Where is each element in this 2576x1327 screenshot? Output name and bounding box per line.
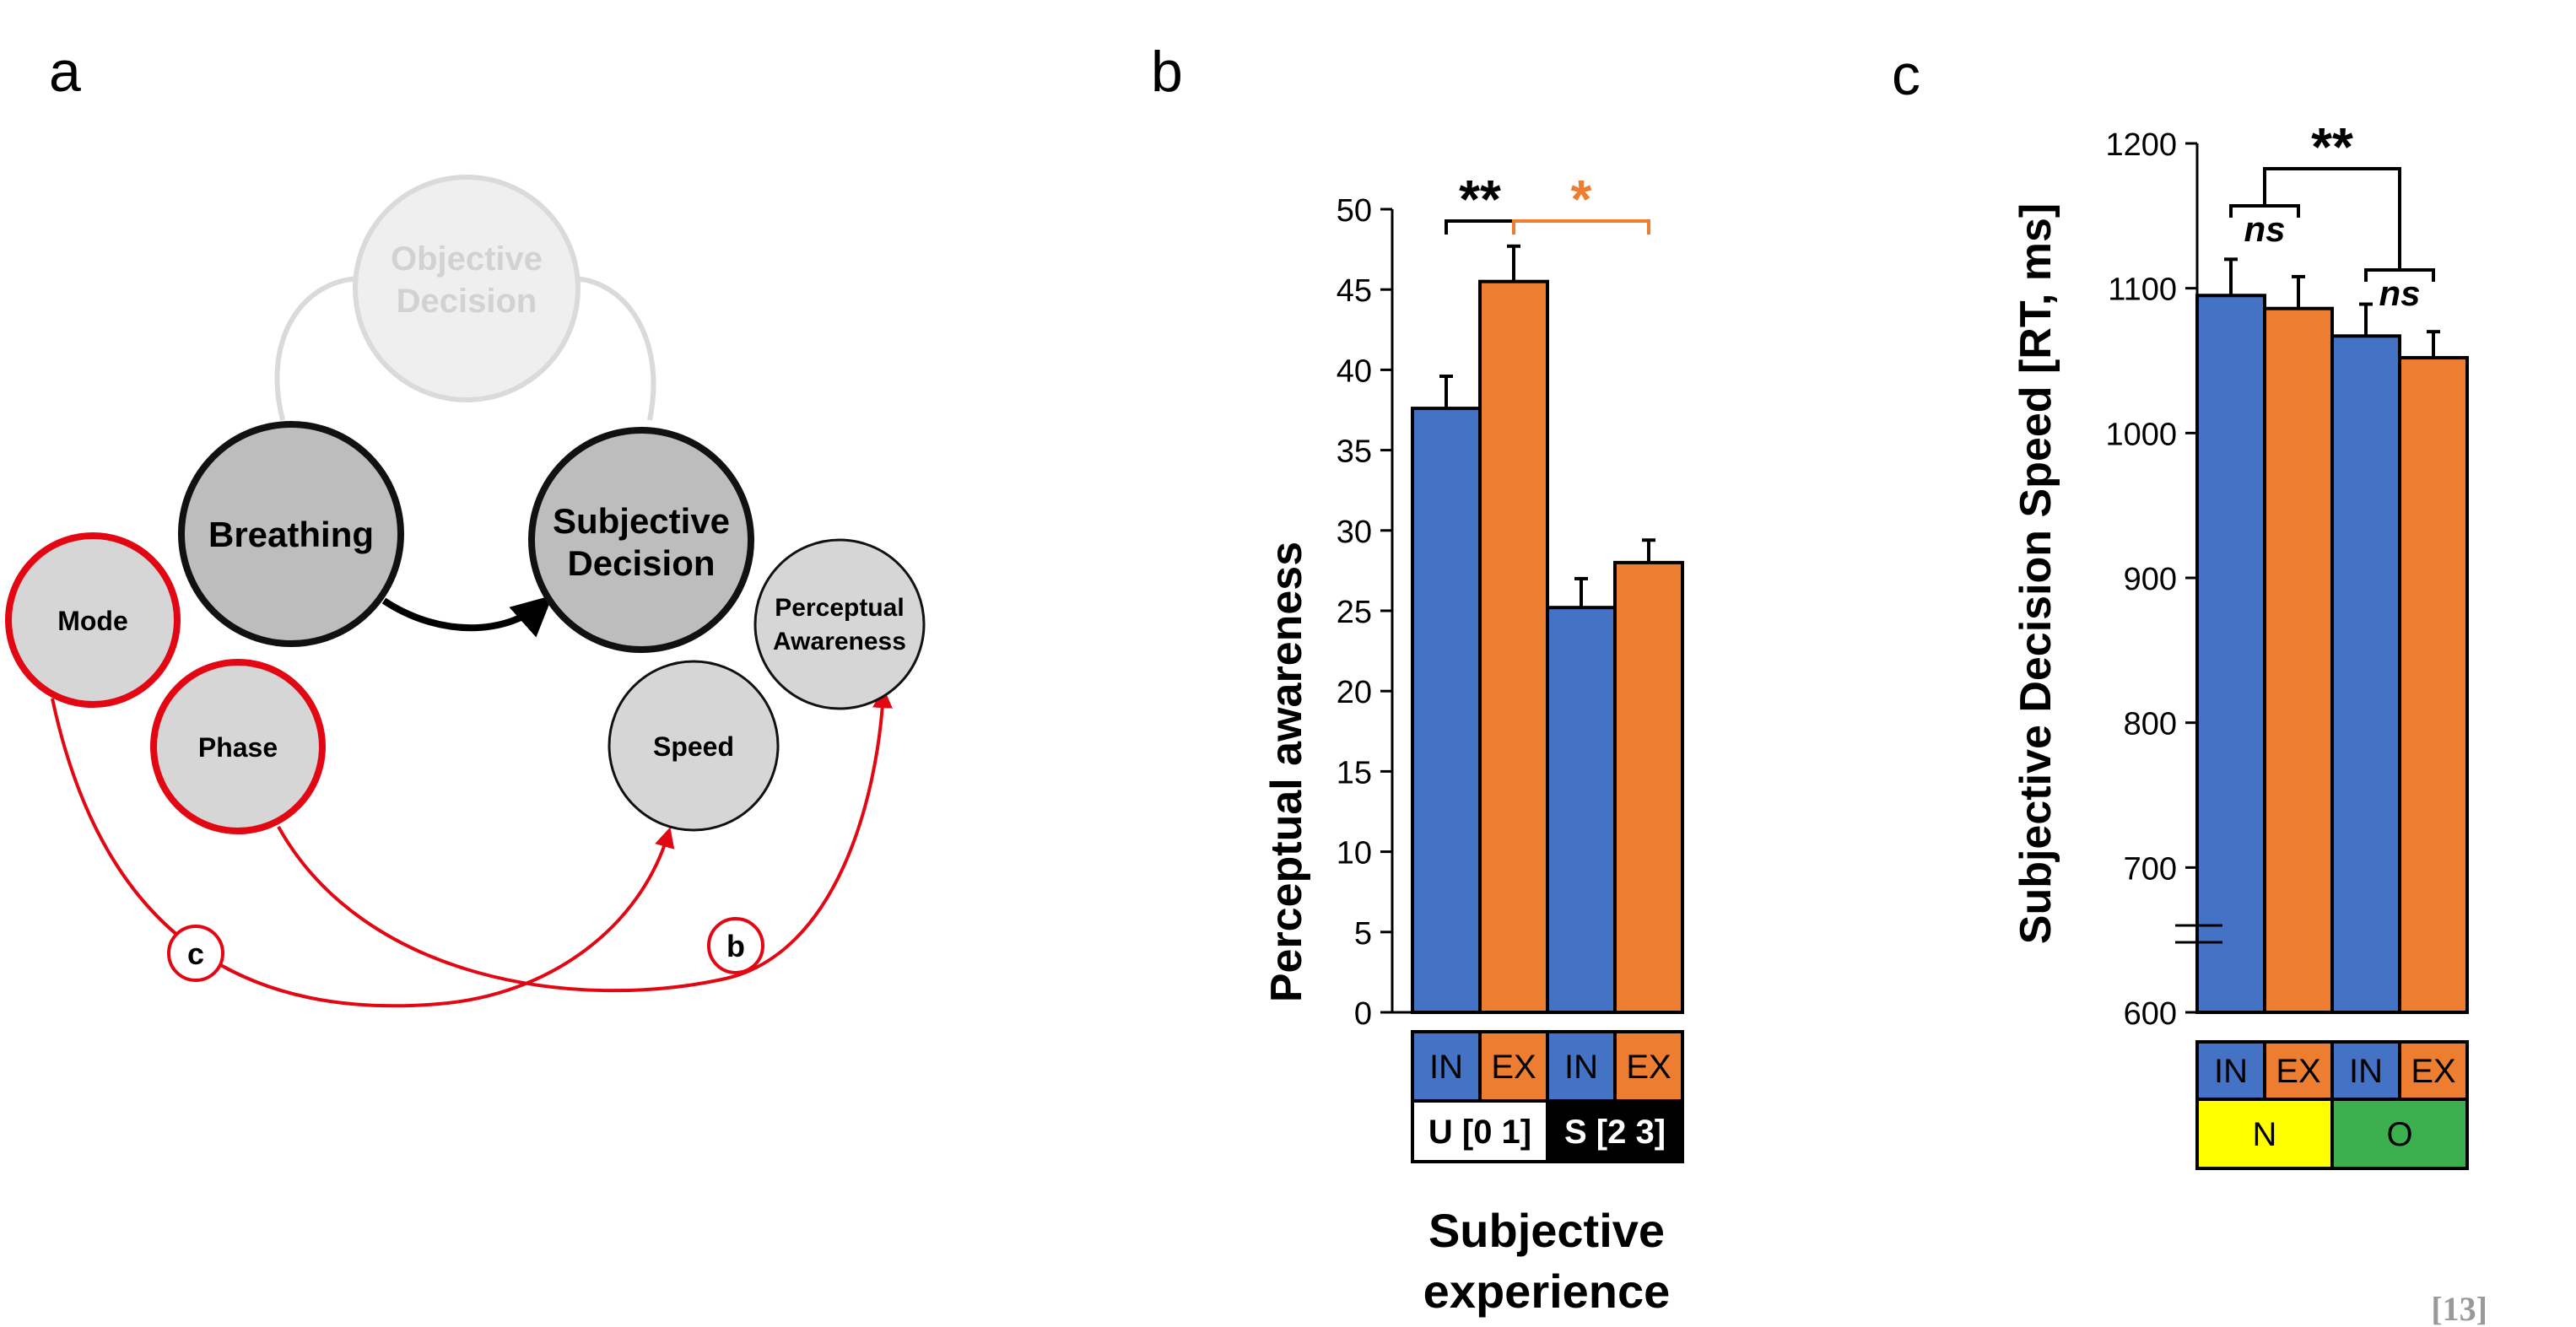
significance-bracket <box>1512 219 1650 235</box>
category-label: EX <box>1626 1049 1671 1086</box>
mode-node <box>5 532 181 708</box>
group-cell <box>2330 1098 2469 1170</box>
y-tick-label: 10 <box>1337 836 1372 871</box>
y-tick-label: 900 <box>2124 562 2177 597</box>
chart-b-xlabel-line1: Subjective <box>1428 1204 1665 1257</box>
category-label: IN <box>1564 1049 1598 1086</box>
category-cell <box>1546 1030 1617 1103</box>
perceptual-awareness-label-1: Perceptual <box>775 594 904 622</box>
category-label: IN <box>2214 1053 2248 1090</box>
speed-label: Speed <box>653 731 734 762</box>
marker-b-circle <box>707 917 764 974</box>
significance-label: ** <box>2311 116 2353 177</box>
significance-label: ** <box>1459 169 1501 229</box>
chart-c-ylabel: Subjective Decision Speed [RT, ms] <box>2012 203 2060 944</box>
significance-label: * <box>1571 169 1592 229</box>
significance-label: ns <box>2244 209 2285 249</box>
panel-b-chart: Perceptual awareness Subjective experien… <box>1262 169 1684 1318</box>
y-tick-label: 1000 <box>2105 417 2177 452</box>
bar <box>1478 279 1549 1014</box>
panel-c-chart: Subjective Decision Speed [RT, ms] 600 70… <box>2012 116 2469 1170</box>
panel-a-diagram: Objective Decision c b Mode Phase Breath… <box>5 175 926 1008</box>
phase-to-awareness-curve <box>277 688 893 993</box>
group-cell <box>2195 1098 2334 1170</box>
breathing-to-decision-arrow <box>381 595 554 638</box>
mode-to-speed-curve <box>51 698 675 1008</box>
category-label: IN <box>2349 1053 2383 1090</box>
panel-label-b: b <box>1151 40 1183 104</box>
group-cell <box>1411 1099 1549 1163</box>
y-tick-label: 30 <box>1337 515 1372 550</box>
breathing-label: Breathing <box>208 515 374 554</box>
category-cell <box>2195 1040 2266 1101</box>
phase-node <box>150 659 326 834</box>
bar <box>1613 560 1684 1014</box>
y-tick-label: 50 <box>1337 193 1372 229</box>
y-tick-label: 20 <box>1337 675 1372 710</box>
y-tick-label: 45 <box>1337 273 1372 309</box>
y-tick-label: 0 <box>1354 996 1372 1032</box>
bar <box>2398 356 2469 1015</box>
significance-label: ns <box>2379 273 2420 313</box>
bar <box>1546 606 1617 1015</box>
group-label: S [2 3] <box>1564 1114 1666 1151</box>
category-cell <box>2398 1040 2469 1101</box>
bar <box>2195 294 2266 1014</box>
marker-b-label: b <box>726 929 745 963</box>
y-tick-label: 700 <box>2124 851 2177 887</box>
marker-c-label: c <box>187 936 204 971</box>
category-cell <box>2263 1040 2334 1101</box>
phase-label: Phase <box>198 732 278 763</box>
chart-b-ylabel: Perceptual awareness <box>1262 542 1311 1002</box>
bar <box>1411 407 1482 1014</box>
panel-label-a: a <box>49 40 81 104</box>
y-tick-label: 35 <box>1337 434 1372 470</box>
panel-label-c: c <box>1892 43 1920 107</box>
category-label: EX <box>2411 1053 2455 1090</box>
speed-node <box>608 660 780 832</box>
significance-bracket <box>2263 167 2401 270</box>
subjective-decision-label-2: Decision <box>567 543 715 583</box>
perceptual-awareness-label-2: Awareness <box>773 628 906 655</box>
y-tick-label: 25 <box>1337 595 1372 630</box>
group-cell <box>1546 1099 1684 1163</box>
category-label: EX <box>1491 1049 1536 1086</box>
objective-decision-label-1: Objective <box>391 240 543 278</box>
objective-decision-label-2: Decision <box>397 283 537 320</box>
page-number: [13] <box>2431 1290 2487 1327</box>
category-label: IN <box>1429 1049 1463 1086</box>
group-label: U [0 1] <box>1428 1114 1531 1151</box>
y-tick-label: 40 <box>1337 353 1372 389</box>
y-tick-label: 1200 <box>2105 127 2177 163</box>
y-tick-label: 5 <box>1354 916 1372 952</box>
breathing-node <box>178 421 404 647</box>
category-label: EX <box>2276 1053 2320 1090</box>
perceptual-awareness-node <box>753 538 926 710</box>
y-tick-label: 1100 <box>2108 272 2177 308</box>
subjective-decision-node <box>528 427 754 653</box>
bar <box>2263 306 2334 1014</box>
group-label: O <box>2386 1116 2412 1153</box>
y-tick-label: 800 <box>2124 707 2177 742</box>
group-label: N <box>2253 1116 2277 1153</box>
y-tick-label: 15 <box>1337 755 1372 790</box>
objective-decision-node <box>353 175 581 402</box>
faded-arc <box>274 276 656 421</box>
bar <box>2330 334 2401 1015</box>
subjective-decision-label-1: Subjective <box>553 501 730 541</box>
category-cell <box>1478 1030 1549 1103</box>
marker-c-circle <box>167 925 224 982</box>
y-tick-label: 600 <box>2124 996 2177 1032</box>
mode-label: Mode <box>57 606 128 636</box>
chart-b-xlabel-line2: experience <box>1423 1265 1671 1318</box>
